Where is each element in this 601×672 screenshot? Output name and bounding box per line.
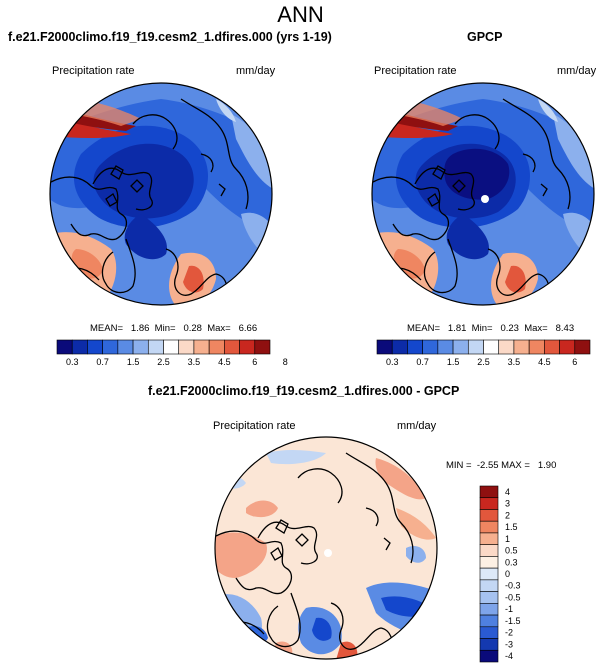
right-variable-label: Precipitation rate (374, 65, 457, 77)
colorbar-swatch (483, 339, 500, 355)
diff-units-label: mm/day (397, 420, 437, 432)
colorbar-swatch (479, 579, 499, 592)
colorbar-tick-label: 3.5 (188, 357, 201, 367)
colorbar-tick-label: 4 (505, 487, 510, 497)
colorbar-swatch (147, 339, 164, 355)
left-colorbar: 0.3 0.7 1.5 2.5 3.5 4.5 6 8 (56, 339, 288, 367)
colorbar-swatch (391, 339, 408, 355)
colorbar-tick-label: 0.3 (505, 557, 518, 567)
diff-panel-title: f.e21.F2000climo.f19_f19.cesm2_1.dfires.… (148, 384, 460, 398)
right-colorbar: 0.30.71.52.53.54.568 (376, 339, 591, 367)
colorbar-swatch (479, 567, 499, 581)
colorbar-tick-label: -0.3 (505, 581, 521, 591)
colorbar-swatch (422, 339, 439, 355)
colorbar-swatch (87, 339, 103, 355)
colorbar-swatch (479, 626, 499, 639)
colorbar-swatch (479, 485, 499, 499)
colorbar-tick-label: -1.5 (505, 616, 521, 626)
colorbar-tick-label: 6 (252, 357, 257, 367)
right-map (372, 83, 594, 305)
colorbar-swatch (224, 339, 240, 355)
colorbar-swatch (574, 339, 591, 355)
colorbar-swatch (479, 556, 499, 569)
colorbar-tick-label: 0.5 (505, 546, 518, 556)
colorbar-swatch (254, 339, 271, 355)
colorbar-swatch (479, 520, 499, 534)
colorbar-tick-label: 1 (505, 534, 510, 544)
colorbar-swatch (513, 339, 530, 355)
colorbar-tick-label: 0.7 (96, 357, 109, 367)
left-variable-label: Precipitation rate (52, 65, 135, 77)
colorbar-swatch (528, 339, 545, 355)
main-title: ANN (277, 2, 324, 27)
colorbar-tick-label: -2 (505, 628, 513, 638)
left-stats: MEAN= 1.86 Min= 0.28 Max= 6.66 (90, 323, 258, 334)
colorbar-tick-label: 6 (572, 357, 577, 367)
diff-stats: MIN = -2.55 MAX = 1.90 (446, 460, 557, 471)
diff-colorbar: 4 32 1.5 1 0.50.3 0 -0.3-0.5 -1 -1.5 -2-3 -4 (479, 485, 521, 663)
colorbar-swatch (479, 603, 499, 616)
colorbar-swatch (479, 532, 499, 545)
colorbar-tick-label: 0.3 (386, 357, 399, 367)
colorbar-tick-label: -4 (505, 651, 513, 661)
diff-map (215, 437, 437, 659)
colorbar-swatch (437, 339, 454, 355)
colorbar-swatch (479, 649, 499, 663)
colorbar-tick-label: 1.5 (505, 522, 518, 532)
left-panel-title: f.e21.F2000climo.f19_f19.cesm2_1.dfires.… (8, 30, 332, 44)
left-units-label: mm/day (236, 65, 276, 77)
left-map (50, 83, 272, 305)
right-stats: MEAN= 1.81 Min= 0.23 Max= 8.43 (407, 323, 575, 334)
colorbar-swatch (479, 544, 499, 557)
colorbar-swatch (376, 339, 393, 355)
colorbar-swatch (479, 614, 499, 628)
pole-hole (481, 195, 489, 203)
colorbar-tick-label: 2 (505, 510, 510, 520)
colorbar-swatch (193, 339, 210, 355)
colorbar-tick-label: 1.5 (127, 357, 140, 367)
colorbar-swatch (479, 638, 499, 651)
colorbar-swatch (498, 339, 515, 355)
colorbar-swatch (544, 339, 560, 355)
diff-variable-label: Precipitation rate (213, 420, 296, 432)
colorbar-tick-label: -0.5 (505, 592, 521, 602)
colorbar-tick-label: 8 (283, 357, 288, 367)
right-units-label: mm/day (557, 65, 597, 77)
colorbar-swatch (479, 497, 499, 510)
colorbar-swatch (479, 509, 499, 522)
colorbar-tick-label: 2.5 (157, 357, 170, 367)
colorbar-swatch (132, 339, 149, 355)
colorbar-swatch (102, 339, 119, 355)
colorbar-tick-label: 0.3 (66, 357, 79, 367)
colorbar-tick-label: 0.7 (416, 357, 429, 367)
colorbar-tick-label: 3.5 (508, 357, 521, 367)
pole-hole (324, 549, 332, 557)
colorbar-tick-label: 3 (505, 499, 510, 509)
colorbar-swatch (559, 339, 576, 355)
colorbar-tick-label: 4.5 (218, 357, 231, 367)
colorbar-swatch (452, 339, 469, 355)
colorbar-tick-label: 0 (505, 569, 510, 579)
colorbar-swatch (208, 339, 225, 355)
colorbar-swatch (239, 339, 256, 355)
colorbar-swatch (407, 339, 423, 355)
colorbar-swatch (479, 591, 499, 604)
right-panel-title: GPCP (467, 30, 503, 44)
colorbar-swatch (117, 339, 134, 355)
colorbar-swatch (467, 339, 484, 355)
colorbar-swatch (178, 339, 195, 355)
colorbar-tick-label: -3 (505, 639, 513, 649)
colorbar-tick-label: -1 (505, 604, 513, 614)
colorbar-tick-label: 2.5 (477, 357, 490, 367)
colorbar-tick-label: 1.5 (447, 357, 460, 367)
colorbar-swatch (56, 339, 73, 355)
colorbar-swatch (163, 339, 180, 355)
colorbar-tick-label: 4.5 (538, 357, 551, 367)
colorbar-swatch (71, 339, 88, 355)
